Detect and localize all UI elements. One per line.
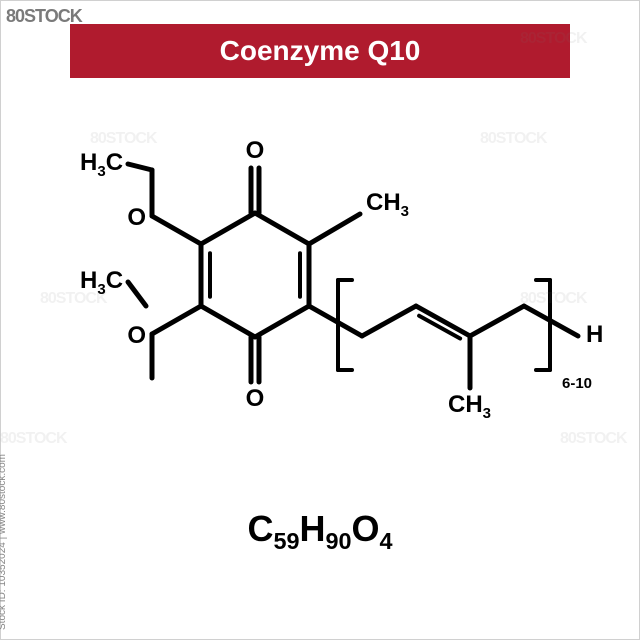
svg-text:H: H xyxy=(586,321,603,348)
molecule-diagram: OOOOH3CH3CCH3CH3H6-10 xyxy=(40,110,600,460)
svg-text:O: O xyxy=(246,385,265,412)
svg-text:H3C: H3C xyxy=(80,267,123,298)
molecular-formula: C59H90O4 xyxy=(0,508,640,555)
svg-text:6-10: 6-10 xyxy=(562,375,592,392)
title-bar: Coenzyme Q10 xyxy=(70,24,570,78)
svg-text:H3C: H3C xyxy=(80,149,123,180)
svg-text:CH3: CH3 xyxy=(366,189,409,220)
svg-text:CH3: CH3 xyxy=(448,391,491,422)
svg-text:O: O xyxy=(127,204,146,231)
svg-text:O: O xyxy=(246,137,265,164)
stock-caption: Stock ID: 10352024 | www.80stock.com xyxy=(0,454,8,630)
molecule-svg: OOOOH3CH3CCH3CH3H6-10 xyxy=(40,110,600,460)
svg-text:O: O xyxy=(127,322,146,349)
compound-title: Coenzyme Q10 xyxy=(220,35,421,67)
